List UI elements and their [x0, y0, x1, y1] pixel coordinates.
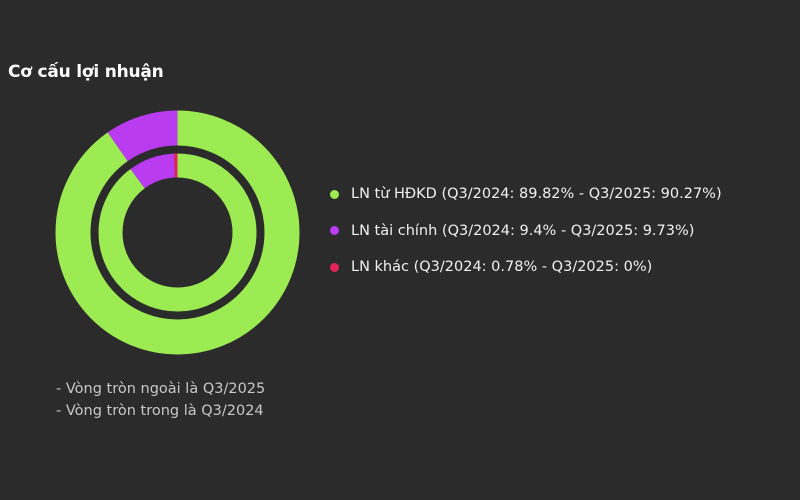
- legend-label-hdkd: LN từ HĐKD (Q3/2024: 89.82% - Q3/2025: 9…: [351, 186, 722, 202]
- donut-chart: [55, 110, 300, 355]
- chart-notes: - Vòng tròn ngoài là Q3/2025 - Vòng tròn…: [56, 378, 265, 422]
- chart-legend: LN từ HĐKD (Q3/2024: 89.82% - Q3/2025: 9…: [330, 184, 722, 294]
- inner-ring-slice-hdkd[interactable]: [98, 153, 257, 312]
- legend-item-tai-chinh[interactable]: LN tài chính (Q3/2024: 9.4% - Q3/2025: 9…: [330, 221, 722, 241]
- legend-item-khac[interactable]: LN khác (Q3/2024: 0.78% - Q3/2025: 0%): [330, 257, 722, 277]
- legend-label-tai-chinh: LN tài chính (Q3/2024: 9.4% - Q3/2025: 9…: [351, 222, 695, 239]
- legend-dot-tai-chinh: [330, 226, 339, 235]
- note-inner-ring: - Vòng tròn trong là Q3/2024: [56, 403, 264, 419]
- legend-item-hdkd[interactable]: LN từ HĐKD (Q3/2024: 89.82% - Q3/2025: 9…: [330, 184, 722, 204]
- legend-dot-hdkd: [330, 189, 339, 199]
- chart-title: Cơ cấu lợi nhuận: [8, 62, 164, 82]
- note-outer-ring: - Vòng tròn ngoài là Q3/2025: [56, 381, 266, 397]
- outer-ring-slice-tai-chinh[interactable]: [55, 110, 300, 355]
- legend-dot-khac: [330, 262, 339, 272]
- legend-label-khac: LN khác (Q3/2024: 0.78% - Q3/2025: 0%): [351, 259, 653, 275]
- inner-ring-slice-khac[interactable]: [98, 153, 257, 312]
